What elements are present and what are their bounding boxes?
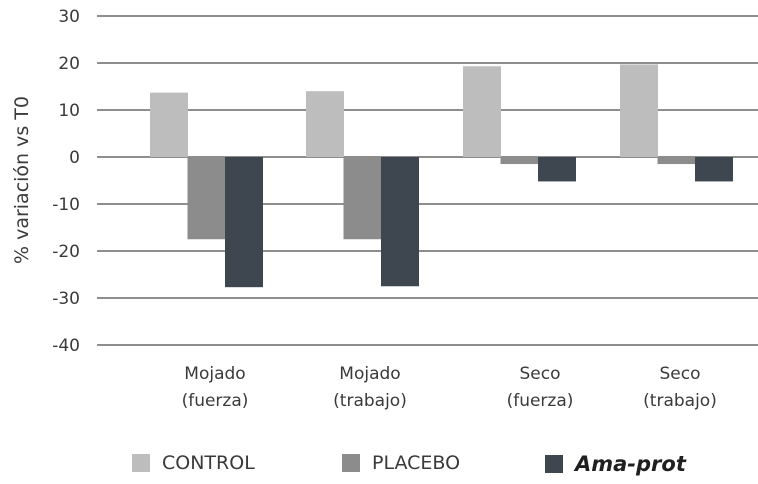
legend-label-control: CONTROL: [162, 452, 255, 474]
y-tick-label: -10: [52, 195, 80, 215]
bar-placebo-2: [343, 157, 382, 240]
category-label: (fuerza): [507, 391, 574, 411]
legend-control: CONTROL: [132, 452, 255, 474]
y-tick-label: -20: [52, 242, 80, 262]
bar-placebo-1: [187, 157, 226, 240]
y-tick-label: -40: [52, 336, 80, 356]
legend-label-placebo: PLACEBO: [372, 452, 461, 474]
legend-placebo: PLACEBO: [342, 452, 460, 474]
legend-swatch-placebo: [342, 454, 360, 472]
category-labels: Mojado (fuerza) Mojado (trabajo) Seco (fuerza…: [182, 364, 717, 411]
y-axis-label: % variación vs T0: [11, 96, 33, 264]
bar-control-4: [620, 64, 658, 157]
y-tick-label: 30: [58, 7, 80, 27]
bar-control-2: [306, 91, 344, 157]
bar-placebo-4: [657, 157, 696, 165]
y-tick-label: -30: [52, 289, 80, 309]
legend-ama-prot: Ama-prot: [545, 452, 686, 476]
category-label: (trabajo): [333, 391, 407, 411]
bar-ama-prot-3: [538, 157, 576, 182]
bar-control-3: [463, 66, 501, 157]
legend-label-ama-prot: Ama-prot: [575, 452, 686, 476]
category-label: Seco: [660, 364, 701, 384]
y-tick-label: 20: [58, 54, 80, 74]
category-label: Mojado: [184, 364, 245, 384]
bar-ama-prot-1: [225, 157, 263, 288]
bars: [150, 64, 733, 288]
y-tick-label: 0: [69, 148, 80, 168]
category-label: (trabajo): [643, 391, 717, 411]
category-label: (fuerza): [182, 391, 249, 411]
category-label: Seco: [520, 364, 561, 384]
y-tick-label: 10: [58, 101, 80, 121]
bar-ama-prot-2: [381, 157, 419, 287]
legend-swatch-ama-prot: [545, 455, 563, 473]
category-label: Mojado: [339, 364, 400, 384]
legend-swatch-control: [132, 454, 150, 472]
bar-control-1: [150, 92, 188, 157]
bar-placebo-3: [500, 157, 539, 165]
bar-ama-prot-4: [695, 157, 733, 182]
y-tick-labels: 30 20 10 0 -10 -20 -30 -40: [52, 7, 80, 356]
